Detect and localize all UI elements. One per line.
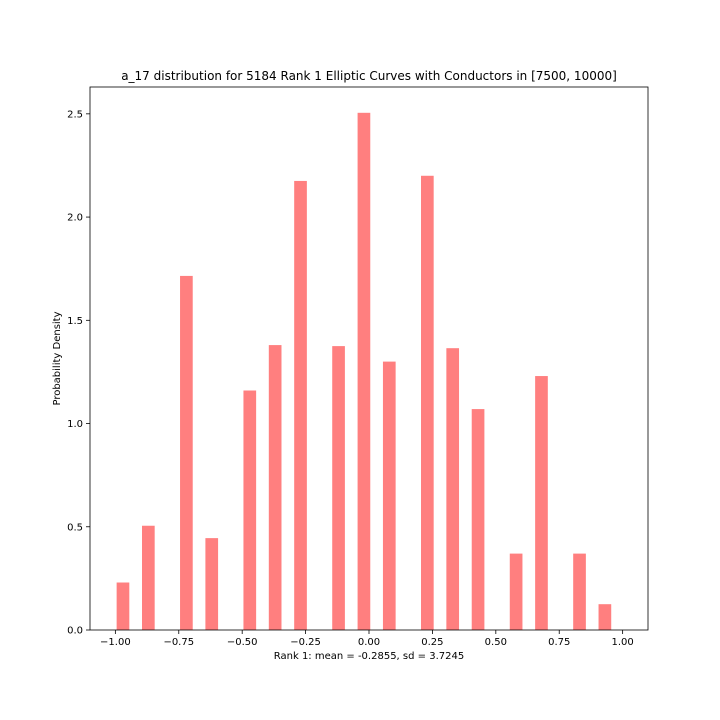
x-tick-label: 0.50: [485, 637, 507, 648]
bar-6: [294, 180, 307, 630]
y-axis-ticks: 0.0 0.5 1.0 1.5 2.0 2.5: [67, 109, 90, 637]
x-axis-label: Rank 1: mean = -0.2855, sd = 3.7245: [274, 651, 464, 662]
bar-2: [180, 275, 193, 630]
y-axis-label: Probability Density: [52, 311, 63, 405]
bar-8: [357, 112, 371, 630]
bar-3: [205, 538, 219, 630]
plot-frame: [89, 86, 649, 631]
bar-13: [509, 553, 523, 630]
y-tick-label: 0.0: [67, 626, 83, 637]
x-tick-label: −1.00: [100, 637, 131, 648]
bar-9: [382, 361, 396, 630]
x-tick-label: 0.25: [421, 637, 443, 648]
y-tick-label: 1.0: [67, 419, 83, 430]
bar-4: [243, 390, 257, 630]
x-axis-ticks: −1.00 −0.75 −0.50 −0.25 0.00 0.25 0.50 0.75 1.00: [100, 630, 634, 648]
chart-title: a_17 distribution for 5184 Rank 1 Ellipt…: [121, 69, 617, 83]
x-tick-label: 0.00: [358, 637, 380, 648]
bar-10: [421, 175, 434, 630]
bar-5: [268, 345, 282, 630]
x-tick-label: 1.00: [612, 637, 634, 648]
y-tick-label: 0.5: [67, 522, 83, 533]
bar-1: [142, 525, 155, 630]
bar-7: [332, 346, 345, 630]
bar-11: [446, 348, 460, 630]
y-tick-label: 1.5: [67, 316, 83, 327]
bar-0: [116, 582, 130, 630]
y-tick-label: 2.5: [67, 109, 83, 120]
y-tick-label: 2.0: [67, 213, 83, 224]
x-tick-label: −0.75: [163, 637, 194, 648]
bar-16: [598, 604, 612, 630]
bar-14: [535, 376, 548, 630]
bar-12: [471, 409, 485, 630]
x-tick-label: −0.25: [290, 637, 321, 648]
x-tick-label: −0.50: [227, 637, 258, 648]
bars-group: [116, 112, 612, 630]
bar-15: [573, 553, 586, 630]
x-tick-label: 0.75: [548, 637, 570, 648]
